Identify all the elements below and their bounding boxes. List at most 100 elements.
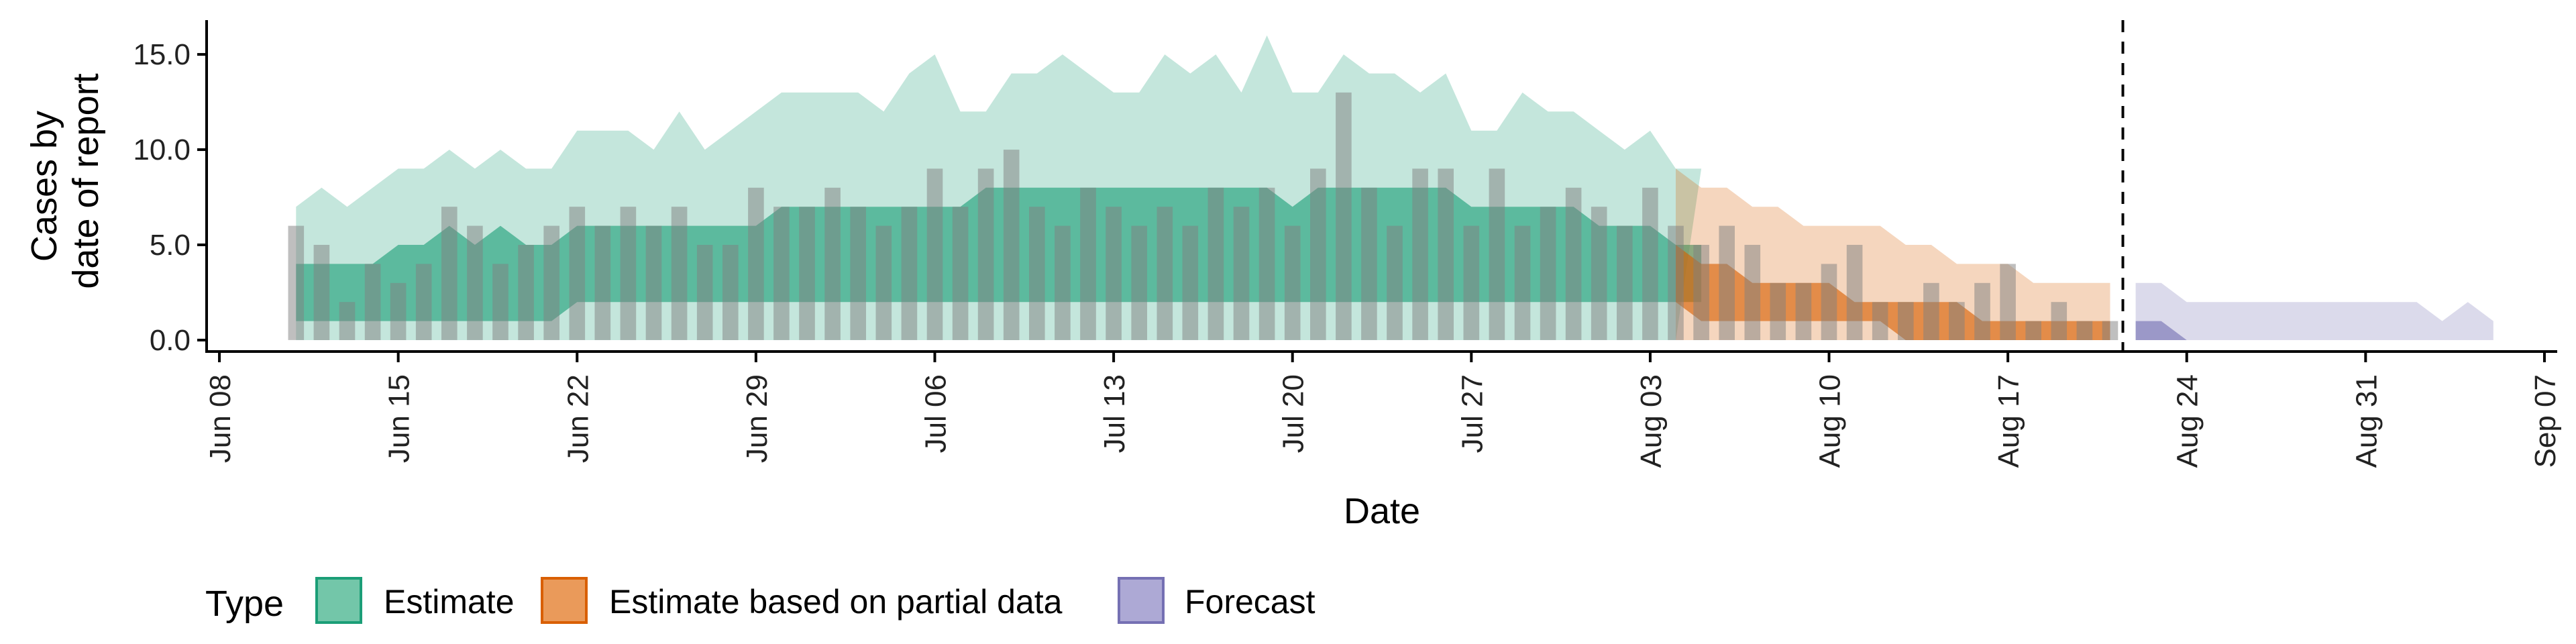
legend: Type Estimate Estimate based on partial … <box>205 577 1316 624</box>
x-tick-label: Jun 22 <box>561 374 594 463</box>
axes <box>205 20 2557 353</box>
legend-label-partial: Estimate based on partial data <box>609 583 1063 621</box>
reported-case-bar <box>696 245 713 340</box>
reported-case-bar <box>543 225 559 340</box>
reported-case-bar <box>1182 225 1199 340</box>
reported-case-bar <box>339 302 356 340</box>
reported-case-bar <box>1336 92 1352 340</box>
reported-case-bar <box>1872 302 1888 340</box>
reported-case-bar <box>952 207 969 340</box>
x-tick-label: Jul 27 <box>1456 374 1489 453</box>
reported-case-bar <box>1310 168 1326 340</box>
y-tick-label: 0.0 <box>150 324 191 357</box>
reported-case-bar <box>1131 225 1147 340</box>
legend-swatch-partial <box>541 577 588 624</box>
legend-swatch-estimate <box>315 577 362 624</box>
x-tick-label: Aug 17 <box>1992 374 2025 468</box>
forecast-inner-band <box>2135 321 2493 340</box>
legend-label-forecast: Forecast <box>1185 583 1316 621</box>
y-tick-label: 5.0 <box>150 229 191 262</box>
reported-case-bar <box>1003 150 1020 340</box>
y-axis-title: Cases by date of report <box>24 73 106 288</box>
reported-case-bar <box>620 207 637 340</box>
reported-case-bar <box>1029 207 1045 340</box>
reported-case-bar <box>1770 282 1786 340</box>
y-tick-label: 15.0 <box>133 38 191 71</box>
x-tick-label: Jun 08 <box>204 374 237 463</box>
reported-case-bar <box>1514 225 1531 340</box>
reported-case-bar <box>1055 225 1071 340</box>
reported-case-bar <box>1284 225 1301 340</box>
reported-case-bar <box>1693 245 1709 340</box>
reported-case-bar <box>2000 264 2016 340</box>
reported-case-bar <box>773 207 790 340</box>
legend-label-estimate: Estimate <box>384 583 515 621</box>
reported-case-bar <box>1540 207 1556 340</box>
reported-case-bar <box>1233 207 1250 340</box>
reported-case-bar <box>1106 207 1122 340</box>
reported-case-bar <box>926 168 943 340</box>
reported-case-bar <box>1923 282 1939 340</box>
reported-case-bar <box>2076 321 2093 340</box>
x-tick-label: Aug 24 <box>2171 374 2204 468</box>
x-tick-label: Jul 13 <box>1098 374 1131 453</box>
x-axis-title: Date <box>1344 491 1420 531</box>
x-tick-label: Aug 31 <box>2350 374 2383 468</box>
reported-case-bar <box>2102 321 2118 340</box>
reported-case-bar <box>569 207 586 340</box>
reported-case-bar <box>1208 187 1224 340</box>
reported-case-bar <box>1438 168 1454 340</box>
reported-case-bar <box>492 264 508 340</box>
reported-case-bar <box>1361 187 1377 340</box>
reported-case-bar <box>1463 225 1480 340</box>
reported-case-bar <box>441 207 458 340</box>
reported-case-bar <box>1489 168 1505 340</box>
x-tick-label: Aug 03 <box>1635 374 1668 468</box>
reported-case-bar <box>1258 187 1275 340</box>
reported-case-bar <box>288 225 305 340</box>
x-tick-label: Sep 07 <box>2529 374 2562 468</box>
reported-case-bar <box>1617 225 1633 340</box>
y-axis-title-line-2: date of report <box>66 73 106 288</box>
reported-case-bar <box>1157 207 1173 340</box>
reported-case-bar <box>1668 225 1684 340</box>
reported-case-bar <box>1846 245 1863 340</box>
reported-case-bar <box>467 225 483 340</box>
reported-case-bar <box>977 168 994 340</box>
legend-title: Type <box>205 584 284 624</box>
forecast-outer-band <box>2135 282 2493 340</box>
reported-case-bar <box>901 207 918 340</box>
reported-case-bar <box>1412 168 1428 340</box>
reported-case-bar <box>824 187 841 340</box>
reported-case-bar <box>364 264 381 340</box>
x-tick-label: Jul 20 <box>1277 374 1310 453</box>
x-tick-label: Jul 06 <box>920 374 953 453</box>
reported-case-bar <box>1744 245 1761 340</box>
x-tick-label: Jun 29 <box>741 374 773 463</box>
reported-case-bar <box>2051 302 2068 340</box>
reported-case-bar <box>722 245 739 340</box>
reported-case-bar <box>1974 282 1990 340</box>
reported-case-bar <box>1591 207 1607 340</box>
x-tick-label: Jun 15 <box>383 374 416 463</box>
reported-case-bar <box>850 207 866 340</box>
reported-case-bar <box>1821 264 1837 340</box>
reported-case-bar <box>645 225 662 340</box>
reported-case-bar <box>415 264 432 340</box>
reported-case-bar <box>2025 321 2041 340</box>
reported-case-bar <box>748 187 764 340</box>
reported-case-bar <box>1949 302 1965 340</box>
x-tick-label: Aug 10 <box>1814 374 1847 468</box>
y-tick-label: 10.0 <box>133 133 191 166</box>
reported-case-bar <box>671 207 688 340</box>
y-axis-title-line-1: Cases by <box>24 111 64 262</box>
reported-case-bars <box>288 92 2118 340</box>
reported-case-bar <box>1795 282 1812 340</box>
legend-swatch-forecast <box>1118 577 1165 624</box>
reported-case-bar <box>1565 187 1582 340</box>
reported-case-bar <box>313 245 330 340</box>
reported-case-bar <box>518 245 534 340</box>
reported-case-bar <box>594 225 611 340</box>
reported-case-bar <box>875 225 892 340</box>
